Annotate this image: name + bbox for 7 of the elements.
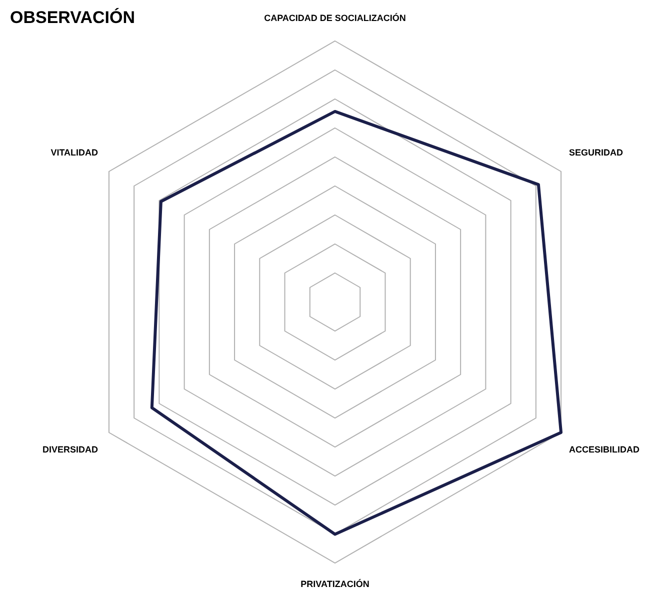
spoke-label: SEGURIDAD bbox=[568, 148, 624, 158]
spoke-label: ACCESIBILIDAD bbox=[568, 444, 640, 454]
spoke-label: DIVERSIDAD bbox=[42, 444, 99, 454]
spoke-label: PRIVATIZACIÓN bbox=[300, 579, 370, 589]
chart-title: OBSERVACIÓN bbox=[10, 8, 136, 28]
spoke-label: CAPACIDAD DE SOCIALIZACIÓN bbox=[264, 13, 406, 23]
spoke-label: VITALIDAD bbox=[50, 148, 99, 158]
